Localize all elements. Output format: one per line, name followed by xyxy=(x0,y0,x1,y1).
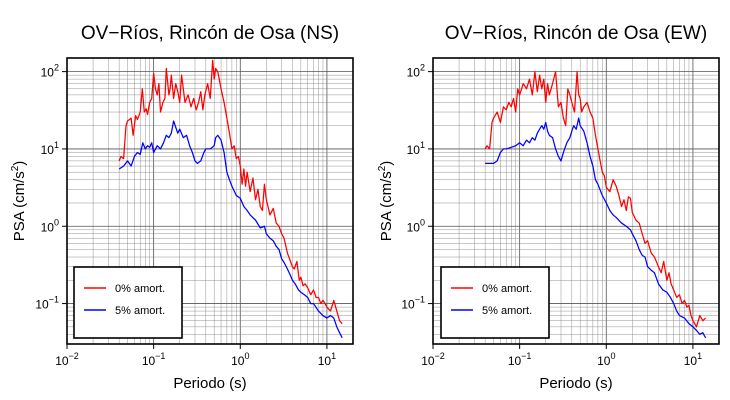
y-axis-label-main: PSA (cm/s xyxy=(378,171,395,241)
legend-label-0: 0% amort. xyxy=(115,283,165,295)
legend-box xyxy=(73,266,183,339)
series-line-0 xyxy=(118,59,343,325)
series-line-1 xyxy=(118,120,343,339)
series-group xyxy=(484,70,707,339)
x-tick-label: 101 xyxy=(318,351,336,368)
x-axis-label: Periodo (s) xyxy=(539,375,612,392)
y-axis-label-sup: 2 xyxy=(377,165,388,171)
legend-label-0: 0% amort. xyxy=(482,283,532,295)
x-tick-label: 10−2 xyxy=(55,351,79,368)
series-line-0 xyxy=(484,70,707,328)
legend: 0% amort. 5% amort. xyxy=(440,266,550,339)
y-tick-label: 102 xyxy=(41,63,59,80)
series-group xyxy=(118,59,343,339)
x-tick-label: 100 xyxy=(231,351,249,368)
x-tick-label: 10−1 xyxy=(142,351,166,368)
y-tick-label: 101 xyxy=(407,140,425,157)
x-tick-label: 10−2 xyxy=(421,351,445,368)
y-axis-label-sup: 2 xyxy=(10,165,21,171)
legend-box xyxy=(440,266,550,339)
chart-ns: 10−2 10−1 100 101 10−1 100 101 102 OV−Ríos, Rin… xyxy=(10,23,354,392)
y-axis-label: PSA (cm/s2) xyxy=(10,161,28,242)
legend-label-1: 5% amort. xyxy=(482,305,532,317)
y-axis-label-main: PSA (cm/s xyxy=(11,171,28,241)
y-tick-label: 10−1 xyxy=(35,295,59,312)
plot-border xyxy=(432,57,720,345)
y-axis-label-tail: ) xyxy=(11,161,28,166)
plot-border xyxy=(66,57,354,345)
y-tick-label: 101 xyxy=(41,140,59,157)
chart-title: OV−Ríos, Rincón de Osa (NS) xyxy=(81,23,339,44)
y-axis-label-tail: ) xyxy=(378,161,395,166)
series-line-1 xyxy=(485,117,707,339)
ticks: 10−2 10−1 100 101 10−1 100 101 102 xyxy=(401,63,702,368)
x-axis-label: Periodo (s) xyxy=(173,375,246,392)
y-tick-label: 102 xyxy=(407,63,425,80)
y-tick-label: 10−1 xyxy=(401,295,425,312)
legend: 0% amort. 5% amort. xyxy=(73,266,183,339)
x-tick-label: 10−1 xyxy=(508,351,532,368)
x-tick-label: 100 xyxy=(597,351,615,368)
chart-title: OV−Ríos, Rincón de Osa (EW) xyxy=(445,23,707,44)
x-tick-label: 101 xyxy=(684,351,702,368)
y-tick-label: 100 xyxy=(407,217,425,234)
chart-ew: 10−2 10−1 100 101 10−1 100 101 102 OV−Ríos, Rin… xyxy=(377,23,720,392)
y-axis-label: PSA (cm/s2) xyxy=(377,161,395,242)
y-tick-label: 100 xyxy=(41,217,59,234)
legend-label-1: 5% amort. xyxy=(115,305,165,317)
ticks: 10−2 10−1 100 101 10−1 100 101 102 xyxy=(35,63,336,368)
